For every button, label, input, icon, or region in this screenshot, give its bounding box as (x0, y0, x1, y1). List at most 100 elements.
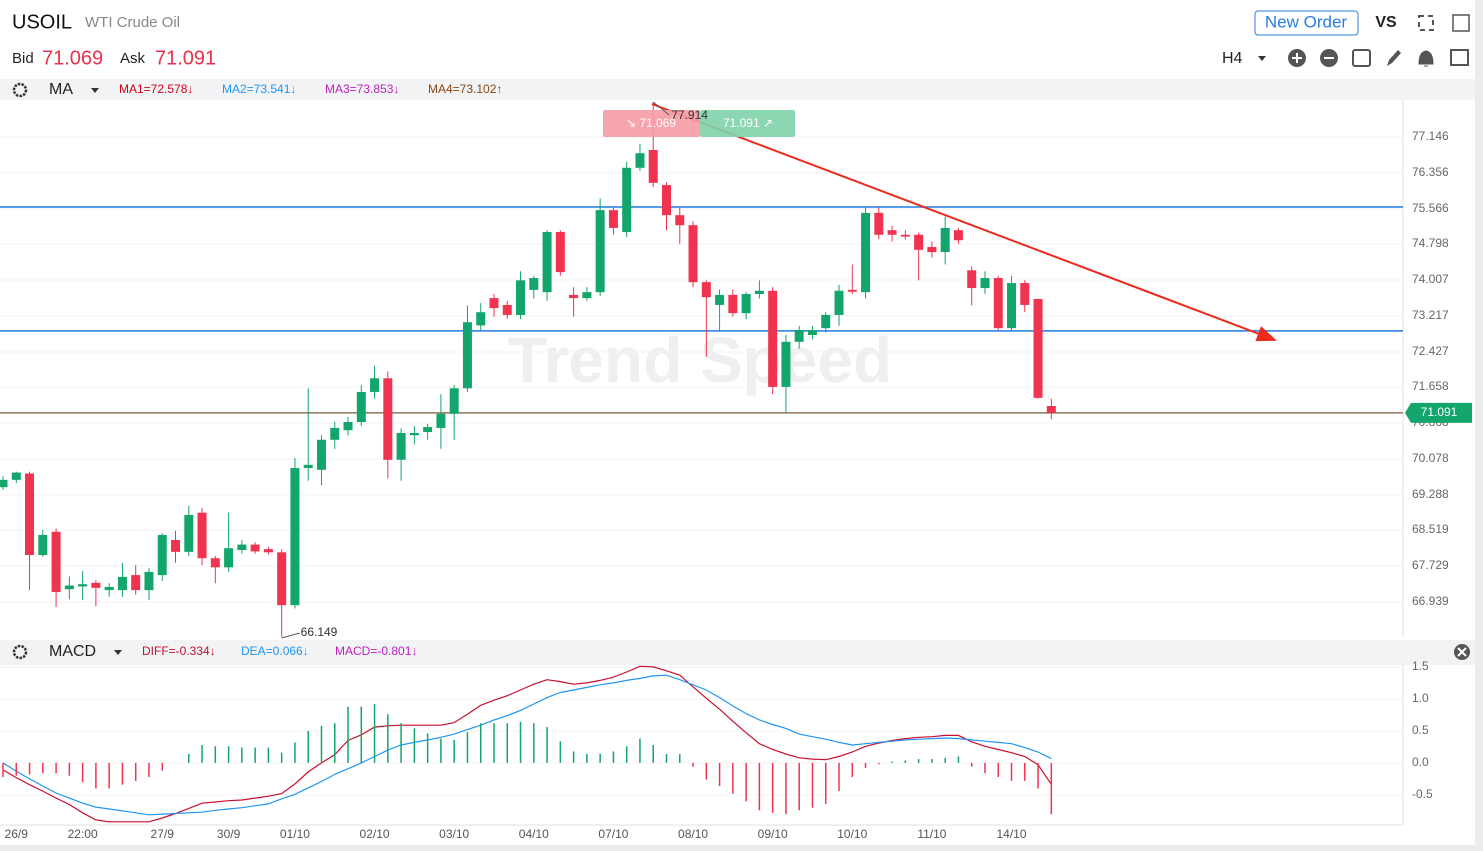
candle-body (608, 210, 618, 228)
candle-body (688, 225, 698, 283)
candle-body (11, 472, 21, 480)
candle-body (662, 185, 671, 216)
candle-body (595, 210, 605, 293)
candle-body (277, 552, 287, 606)
candle-body (675, 215, 685, 226)
y-tick-label: 69.288 (1412, 487, 1449, 501)
chart-type-icon[interactable] (1352, 49, 1371, 67)
candle-body (131, 575, 141, 591)
candle-body (834, 290, 844, 315)
candle-body (728, 294, 738, 314)
y-tick-label: -0.5 (1412, 787, 1433, 801)
candle-body (914, 234, 924, 250)
candle-body (171, 540, 181, 552)
x-tick-label: 14/10 (997, 827, 1027, 841)
candle-body (569, 294, 579, 299)
candle-body (582, 292, 592, 299)
sell-price[interactable]: ↘ 71.069 (626, 116, 676, 130)
x-tick-label: 04/10 (519, 827, 549, 841)
ask-price: 71.091 (155, 47, 216, 69)
x-tick-label: 27/9 (151, 827, 175, 841)
candle-body (343, 422, 353, 431)
indicator-name[interactable]: MA (49, 81, 73, 98)
indicator-icon[interactable] (1450, 49, 1469, 66)
candle-body (423, 427, 433, 433)
ma-label: MA1=72.578↓ (119, 82, 193, 96)
buy-price[interactable]: 71.091 ↗ (723, 116, 773, 130)
high-marker-line (652, 101, 670, 116)
high-label: 77.914 (671, 108, 708, 122)
candle-body (356, 391, 366, 423)
trend-line[interactable] (651, 103, 1277, 342)
new-order-button[interactable] (1254, 10, 1359, 36)
bid-price: 71.069 (42, 47, 103, 69)
ma-label: MA4=73.102↑ (428, 82, 502, 96)
y-tick-label: 1.0 (1412, 691, 1429, 705)
draw-icon[interactable] (1387, 50, 1401, 66)
candle-body (861, 212, 871, 293)
timeframe[interactable]: H4 (1222, 50, 1243, 67)
y-tick-label: 75.566 (1412, 201, 1449, 215)
candle-body (967, 270, 977, 289)
macd-name[interactable]: MACD (49, 643, 96, 660)
close-macd-glyph (1457, 647, 1467, 657)
low-marker-line (281, 632, 300, 639)
main-plot (0, 102, 1403, 637)
x-tick-label: 03/10 (439, 827, 469, 841)
y-tick-label: 71.658 (1412, 379, 1449, 393)
bottom-scrollbar[interactable] (0, 845, 1475, 851)
candle-body (449, 388, 459, 414)
buy-button[interactable] (700, 110, 795, 137)
candle-body (940, 227, 950, 253)
candle-body (874, 212, 884, 235)
macd-caret[interactable] (114, 650, 122, 655)
x-tick-label: 30/9 (217, 827, 241, 841)
candle-body (290, 468, 300, 606)
candle-body (316, 439, 326, 470)
candle-body (78, 584, 88, 587)
legend-label: MACD=-0.801↓ (335, 644, 417, 658)
candle-body (715, 294, 725, 305)
candle-body (1033, 299, 1043, 398)
candle-body (263, 549, 273, 553)
candle-body (768, 290, 778, 387)
indicator-line (2, 665, 1052, 823)
macd-settings-icon[interactable] (12, 644, 28, 660)
candle-body (436, 413, 446, 428)
sell-button[interactable] (603, 110, 700, 137)
ma-label: MA2=73.541↓ (222, 82, 296, 96)
x-tick-label: 02/10 (360, 827, 390, 841)
layout-icon[interactable] (1452, 14, 1470, 32)
x-tick-label: 07/10 (598, 827, 628, 841)
candle-body (821, 314, 831, 329)
timeframe-caret[interactable] (1258, 56, 1266, 61)
x-tick-label: 09/10 (758, 827, 788, 841)
scrollbar[interactable] (1475, 0, 1483, 851)
x-tick-label: 22:00 (68, 827, 98, 841)
x-tick-label: 10/10 (837, 827, 867, 841)
candle-body (622, 167, 632, 233)
ma-settings-icon[interactable] (12, 82, 28, 98)
candle-body (330, 427, 340, 440)
new-order-label[interactable]: New Order (1265, 12, 1348, 31)
y-tick-label: 72.427 (1412, 344, 1449, 358)
candle-body (754, 290, 764, 294)
ask-label: Ask (120, 50, 146, 67)
candle-body (91, 582, 101, 588)
candle-body (0, 479, 8, 488)
candle-body (1020, 283, 1030, 305)
fullscreen-icon[interactable] (1418, 15, 1434, 31)
candle-body (887, 230, 897, 235)
candle-body (250, 544, 260, 552)
candle-body (502, 304, 512, 315)
legend-label: DEA=0.066↓ (241, 644, 309, 658)
candle-body (25, 473, 35, 556)
candle-body (555, 232, 565, 273)
alert-icon[interactable] (1418, 50, 1434, 67)
compare-button[interactable]: VS (1375, 14, 1397, 31)
x-tick-label: 01/10 (280, 827, 310, 841)
indicator-caret[interactable] (91, 88, 99, 93)
candle-body (648, 150, 658, 183)
candle-body (489, 298, 499, 309)
